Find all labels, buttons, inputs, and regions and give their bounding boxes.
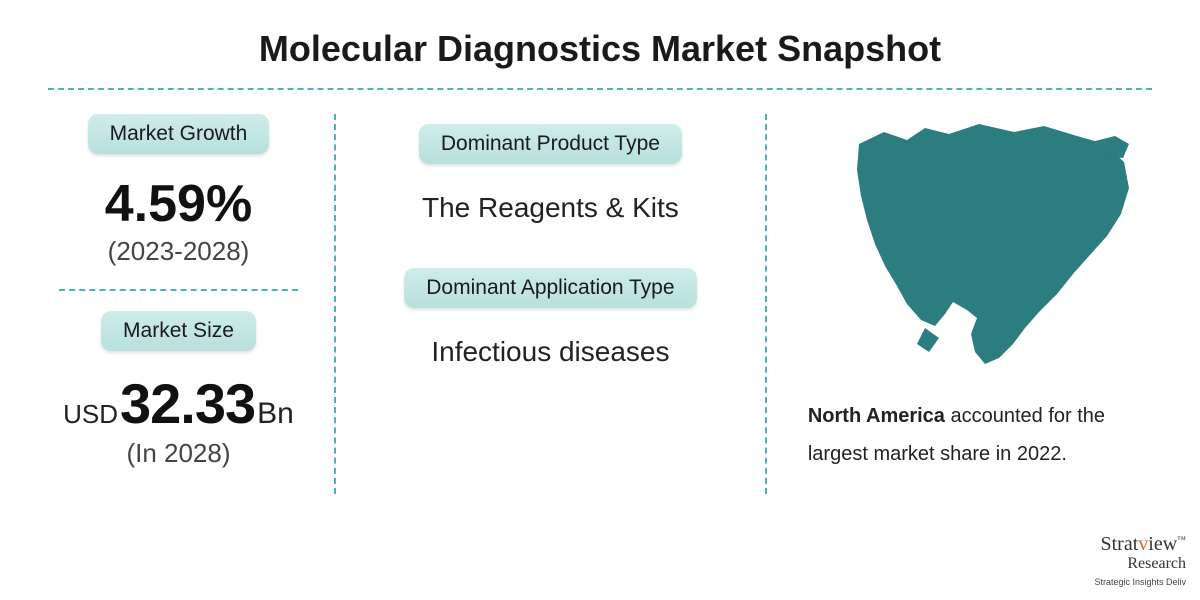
logo-part-b: iew xyxy=(1148,533,1177,555)
growth-period: (2023-2028) xyxy=(40,236,317,267)
region-bold: North America xyxy=(808,405,945,427)
logo-tagline: Strategic Insights Deliv xyxy=(1094,577,1186,587)
market-size-pill: Market Size xyxy=(101,311,256,351)
market-growth-pill: Market Growth xyxy=(88,114,270,154)
brand-logo: Stratview™ Research Strategic Insights D… xyxy=(1094,533,1186,588)
size-value: 32.33 xyxy=(120,371,255,436)
product-type-pill: Dominant Product Type xyxy=(419,124,682,164)
left-inner-divider xyxy=(59,289,297,291)
right-column: North America accounted for the largest … xyxy=(784,114,1160,473)
size-year: (In 2028) xyxy=(40,438,317,469)
left-column: Market Growth 4.59% (2023-2028) Market S… xyxy=(40,114,317,469)
logo-part-a: Strat xyxy=(1101,533,1139,555)
region-description: North America accounted for the largest … xyxy=(808,397,1160,473)
title-divider xyxy=(48,88,1152,90)
size-prefix: USD xyxy=(63,399,118,430)
product-type-value: The Reagents & Kits xyxy=(353,192,749,224)
market-size-line: USD 32.33 Bn xyxy=(40,371,317,436)
application-type-value: Infectious diseases xyxy=(353,336,749,368)
middle-column: Dominant Product Type The Reagents & Kit… xyxy=(353,114,749,412)
vertical-separator-1 xyxy=(317,114,353,494)
page-title: Molecular Diagnostics Market Snapshot xyxy=(0,0,1200,88)
content-row: Market Growth 4.59% (2023-2028) Market S… xyxy=(0,114,1200,494)
application-type-pill: Dominant Application Type xyxy=(404,268,696,308)
size-suffix: Bn xyxy=(257,397,294,431)
logo-part-c: Research xyxy=(1127,555,1186,572)
north-america-map-icon xyxy=(808,114,1160,379)
growth-percent: 4.59% xyxy=(40,174,317,234)
vertical-separator-2 xyxy=(748,114,784,494)
